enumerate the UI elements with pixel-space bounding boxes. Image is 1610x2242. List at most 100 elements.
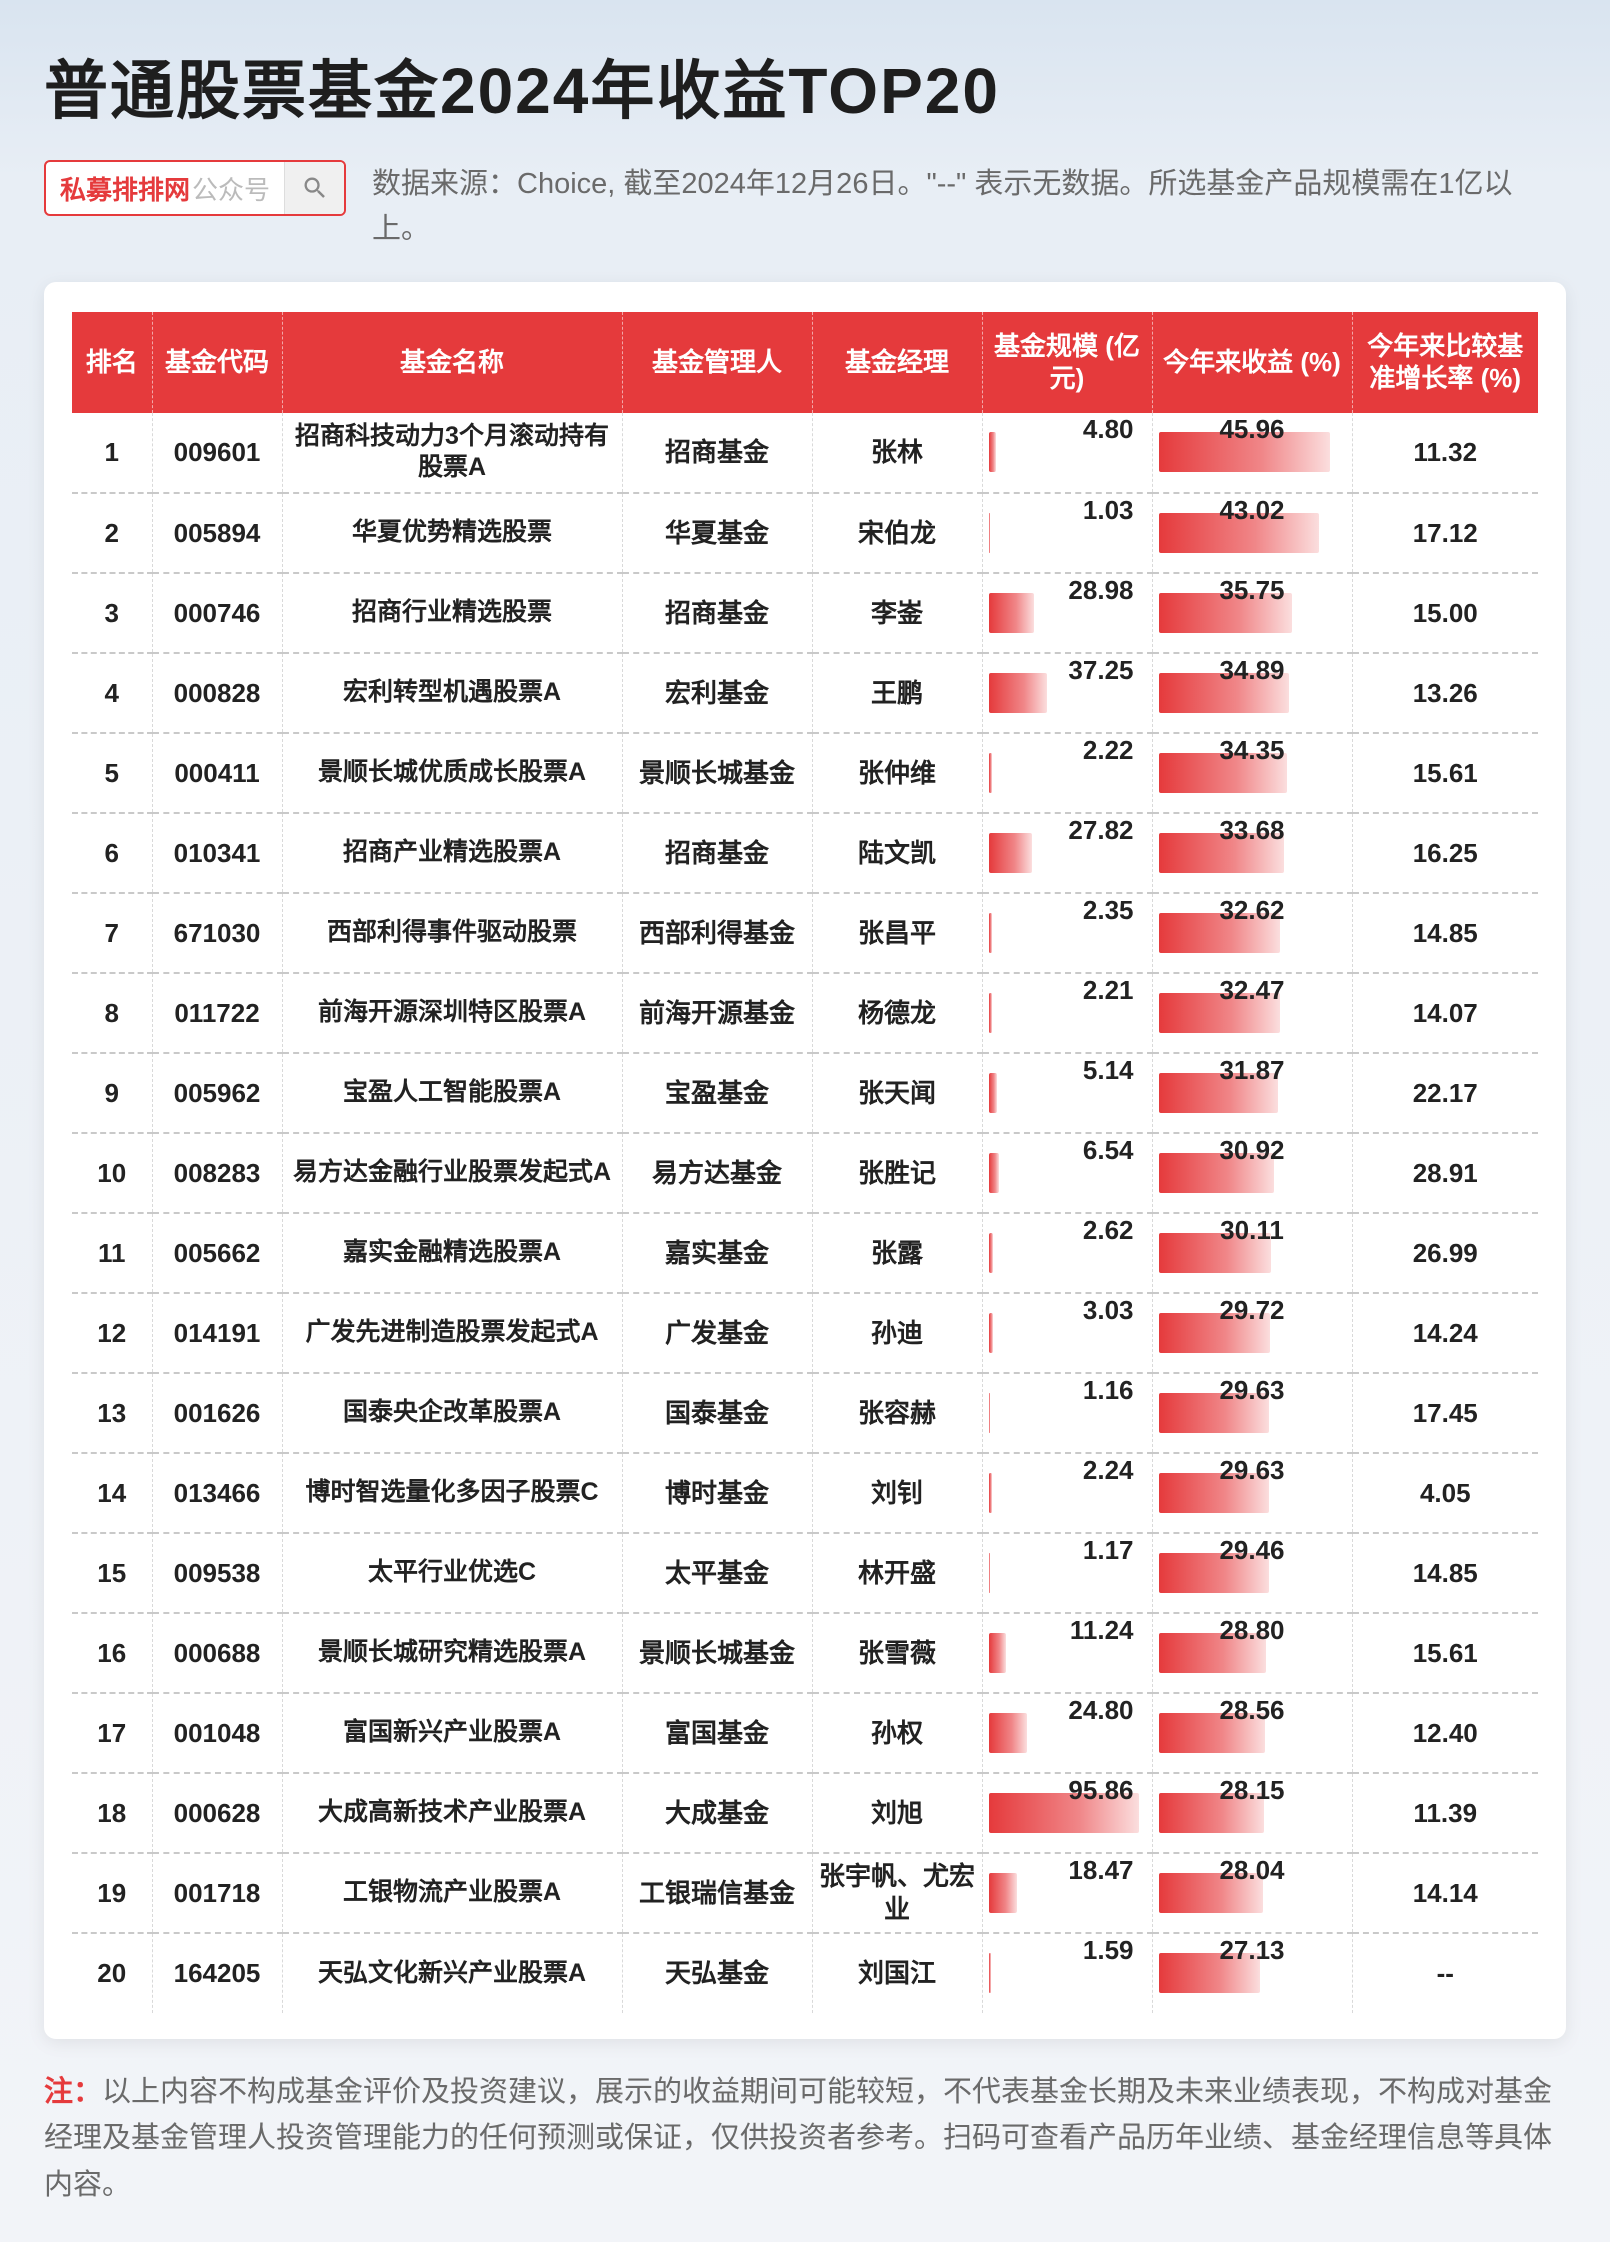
table-cell: 010341 [152,813,282,893]
table-row: 10008283易方达金融行业股票发起式A易方达基金张胜记6.5430.9228… [72,1133,1538,1213]
table-cell: 天弘基金 [622,1933,812,2013]
table-cell: 张容赫 [812,1373,982,1453]
table-cell: 6 [72,813,152,893]
table-cell: 大成基金 [622,1773,812,1853]
table-cell: 前海开源深圳特区股票A [282,973,622,1053]
table-cell: 易方达金融行业股票发起式A [282,1133,622,1213]
table-cell: 013466 [152,1453,282,1533]
table-row: 13001626国泰央企改革股票A国泰基金张容赫1.1629.6317.45 [72,1373,1538,1453]
table-cell: 杨德龙 [812,973,982,1053]
table-cell: 000688 [152,1613,282,1693]
scale-cell: 95.86 [982,1773,1152,1853]
return-cell: 32.62 [1152,893,1352,973]
table-cell: 华夏优势精选股票 [282,493,622,573]
scale-cell: 2.22 [982,733,1152,813]
table-cell: 671030 [152,893,282,973]
scale-cell: 4.80 [982,413,1152,493]
scale-cell: 27.82 [982,813,1152,893]
table-row: 11005662嘉实金融精选股票A嘉实基金张露2.6230.1126.99 [72,1213,1538,1293]
table-cell: 008283 [152,1133,282,1213]
table-cell: 宋伯龙 [812,493,982,573]
scale-cell: 37.25 [982,653,1152,733]
table-cell: 11.39 [1352,1773,1538,1853]
table-cell: 广发先进制造股票发起式A [282,1293,622,1373]
scale-cell: 2.62 [982,1213,1152,1293]
table-cell: 4.05 [1352,1453,1538,1533]
table-cell: -- [1352,1933,1538,2013]
table-row: 9005962宝盈人工智能股票A宝盈基金张天闻5.1431.8722.17 [72,1053,1538,1133]
table-cell: 太平基金 [622,1533,812,1613]
table-cell: 李崟 [812,573,982,653]
table-row: 15009538太平行业优选C太平基金林开盛1.1729.4614.85 [72,1533,1538,1613]
return-cell: 33.68 [1152,813,1352,893]
table-cell: 8 [72,973,152,1053]
table-cell: 17.45 [1352,1373,1538,1453]
return-cell: 30.92 [1152,1133,1352,1213]
search-icon [301,174,329,202]
table-cell: 14 [72,1453,152,1533]
table-cell: 2 [72,493,152,573]
table-row: 1009601招商科技动力3个月滚动持有股票A招商基金张林4.8045.9611… [72,413,1538,493]
scale-cell: 1.17 [982,1533,1152,1613]
return-cell: 45.96 [1152,413,1352,493]
table-cell: 001626 [152,1373,282,1453]
table-cell: 孙迪 [812,1293,982,1373]
table-cell: 西部利得事件驱动股票 [282,893,622,973]
table-cell: 15.00 [1352,573,1538,653]
return-cell: 34.35 [1152,733,1352,813]
table-cell: 014191 [152,1293,282,1373]
return-cell: 28.80 [1152,1613,1352,1693]
table-cell: 宝盈人工智能股票A [282,1053,622,1133]
table-row: 14013466博时智选量化多因子股票C博时基金刘钊2.2429.634.05 [72,1453,1538,1533]
table-cell: 嘉实基金 [622,1213,812,1293]
table-header-row: 排名基金代码基金名称基金管理人基金经理基金规模 (亿元)今年来收益 (%)今年来… [72,312,1538,413]
table-cell: 张雪薇 [812,1613,982,1693]
search-text-grey: 公众号 [192,170,270,207]
table-cell: 19 [72,1853,152,1933]
return-cell: 28.15 [1152,1773,1352,1853]
table-cell: 宏利基金 [622,653,812,733]
table-cell: 广发基金 [622,1293,812,1373]
table-row: 3000746招商行业精选股票招商基金李崟28.9835.7515.00 [72,573,1538,653]
table-cell: 000828 [152,653,282,733]
table-cell: 20 [72,1933,152,2013]
column-header: 基金规模 (亿元) [982,312,1152,413]
table-cell: 14.14 [1352,1853,1538,1933]
table-cell: 富国基金 [622,1693,812,1773]
return-cell: 43.02 [1152,493,1352,573]
footer-label: 注： [44,2076,102,2108]
table-row: 8011722前海开源深圳特区股票A前海开源基金杨德龙2.2132.4714.0… [72,973,1538,1053]
table-cell: 张昌平 [812,893,982,973]
table-row: 2005894华夏优势精选股票华夏基金宋伯龙1.0343.0217.12 [72,493,1538,573]
table-cell: 16 [72,1613,152,1693]
table-cell: 13 [72,1373,152,1453]
table-cell: 天弘文化新兴产业股票A [282,1933,622,2013]
table-row: 6010341招商产业精选股票A招商基金陆文凯27.8233.6816.25 [72,813,1538,893]
table-cell: 15.61 [1352,733,1538,813]
table-cell: 005894 [152,493,282,573]
table-cell: 刘钊 [812,1453,982,1533]
table-cell: 11 [72,1213,152,1293]
scale-cell: 3.03 [982,1293,1152,1373]
table-cell: 富国新兴产业股票A [282,1693,622,1773]
table-cell: 14.85 [1352,1533,1538,1613]
return-cell: 34.89 [1152,653,1352,733]
table-cell: 张林 [812,413,982,493]
table-cell: 景顺长城基金 [622,733,812,813]
column-header: 今年来收益 (%) [1152,312,1352,413]
scale-cell: 28.98 [982,573,1152,653]
column-header: 今年来比较基准增长率 (%) [1352,312,1538,413]
table-cell: 景顺长城基金 [622,1613,812,1693]
table-cell: 16.25 [1352,813,1538,893]
table-cell: 国泰央企改革股票A [282,1373,622,1453]
return-cell: 27.13 [1152,1933,1352,2013]
funds-table: 排名基金代码基金名称基金管理人基金经理基金规模 (亿元)今年来收益 (%)今年来… [72,312,1538,2013]
search-box[interactable]: 私募排排网 公众号 [44,160,346,216]
return-cell: 29.72 [1152,1293,1352,1373]
search-button[interactable] [284,162,344,214]
table-cell: 招商行业精选股票 [282,573,622,653]
scale-cell: 1.59 [982,1933,1152,2013]
table-cell: 12 [72,1293,152,1373]
table-cell: 13.26 [1352,653,1538,733]
search-text-red: 私募排排网 [60,170,190,207]
